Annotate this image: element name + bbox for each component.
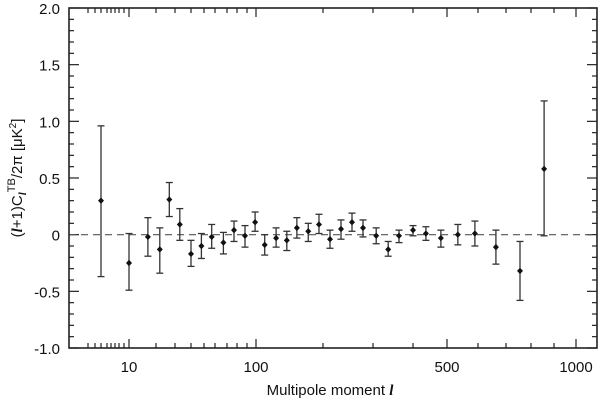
diamond-marker-icon <box>283 237 290 244</box>
data-point <box>176 207 184 241</box>
data-point <box>422 226 430 241</box>
diamond-marker-icon <box>517 267 523 275</box>
data-point <box>187 239 195 268</box>
diamond-marker-icon <box>338 225 344 233</box>
y-tick-label: 0 <box>52 228 60 245</box>
data-point <box>197 232 205 260</box>
diamond-marker-icon <box>385 246 392 253</box>
data-point <box>165 181 173 218</box>
x-tick-label: 10 <box>121 359 138 376</box>
data-point <box>241 224 249 248</box>
axis-ticks <box>69 7 597 349</box>
x-axis-title: Multipole moment l <box>267 382 395 399</box>
data-point <box>144 217 152 257</box>
diamond-marker-icon <box>541 165 548 173</box>
diamond-marker-icon <box>198 242 205 250</box>
data-point <box>219 231 227 255</box>
y-tick-label: 2.0 <box>39 1 60 18</box>
y-tick-label: -1.0 <box>34 341 60 358</box>
y-axis-subscript: l <box>17 191 29 195</box>
data-point <box>283 230 291 252</box>
diamond-marker-icon <box>188 250 194 258</box>
data-points <box>97 100 548 302</box>
diamond-marker-icon <box>373 232 380 239</box>
plot-frame <box>68 7 598 349</box>
data-point <box>326 229 334 249</box>
x-axis-symbol: l <box>389 383 394 399</box>
data-point <box>492 229 500 265</box>
diamond-marker-icon <box>293 224 300 232</box>
diamond-marker-icon <box>231 226 237 234</box>
data-point <box>372 227 380 245</box>
diamond-marker-icon <box>98 197 104 204</box>
x-tick-labels: 10 100 500 1000 <box>121 359 593 376</box>
data-point <box>315 213 323 235</box>
diamond-marker-icon <box>242 232 248 239</box>
data-point <box>97 125 105 278</box>
diamond-marker-icon <box>471 230 478 237</box>
data-point <box>409 224 417 237</box>
diamond-marker-icon <box>166 196 173 203</box>
data-point <box>454 223 462 246</box>
data-point <box>230 220 238 243</box>
data-point <box>156 227 164 274</box>
diamond-marker-icon <box>305 228 312 235</box>
diamond-marker-icon <box>396 232 402 239</box>
diamond-marker-icon <box>176 221 183 228</box>
data-point <box>304 222 312 243</box>
diamond-marker-icon <box>315 221 322 228</box>
diamond-marker-icon <box>360 224 366 232</box>
diamond-marker-icon <box>454 231 461 238</box>
diamond-marker-icon <box>492 243 499 251</box>
data-point <box>384 240 392 257</box>
data-point <box>293 217 301 239</box>
diamond-marker-icon <box>156 246 163 253</box>
x-tick-label: 500 <box>434 359 459 376</box>
y-tick-label: 0.5 <box>39 171 60 188</box>
data-point <box>251 211 259 232</box>
diamond-marker-icon <box>349 219 355 226</box>
diamond-marker-icon <box>422 230 429 237</box>
data-point <box>348 212 356 232</box>
diamond-marker-icon <box>126 259 132 267</box>
y-tick-label: 1.5 <box>39 58 60 75</box>
data-point <box>125 232 133 291</box>
y-tick-label: -0.5 <box>34 284 60 301</box>
diamond-marker-icon <box>327 236 333 243</box>
y-tick-label: 1.0 <box>39 114 60 131</box>
data-point <box>337 219 345 240</box>
diamond-marker-icon <box>252 219 259 226</box>
diamond-marker-icon <box>261 241 268 249</box>
data-point <box>516 240 524 302</box>
y-axis-superscript: TB <box>6 178 18 192</box>
data-point <box>437 229 445 248</box>
diamond-marker-icon <box>273 234 280 242</box>
y-axis-title: (l+1)ClTB/2π [μK2] <box>6 119 29 238</box>
x-tick-label: 1000 <box>559 359 592 376</box>
x-tick-label: 100 <box>243 359 268 376</box>
data-point <box>261 234 269 256</box>
data-point <box>395 229 403 244</box>
diamond-marker-icon <box>437 234 444 242</box>
diamond-marker-icon <box>208 233 215 241</box>
data-point <box>272 227 280 248</box>
data-point <box>540 100 548 237</box>
data-point <box>208 223 216 249</box>
diamond-marker-icon <box>144 233 151 241</box>
x-axis-title-text: Multipole moment <box>267 382 386 399</box>
data-point <box>471 220 479 247</box>
y-axis-l-symbol: l <box>10 227 26 232</box>
diamond-marker-icon <box>410 226 416 234</box>
y-tick-labels: -1.0 -0.5 0 0.5 1.0 1.5 2.0 <box>34 1 60 358</box>
data-point <box>359 219 367 238</box>
diamond-marker-icon <box>220 239 227 246</box>
